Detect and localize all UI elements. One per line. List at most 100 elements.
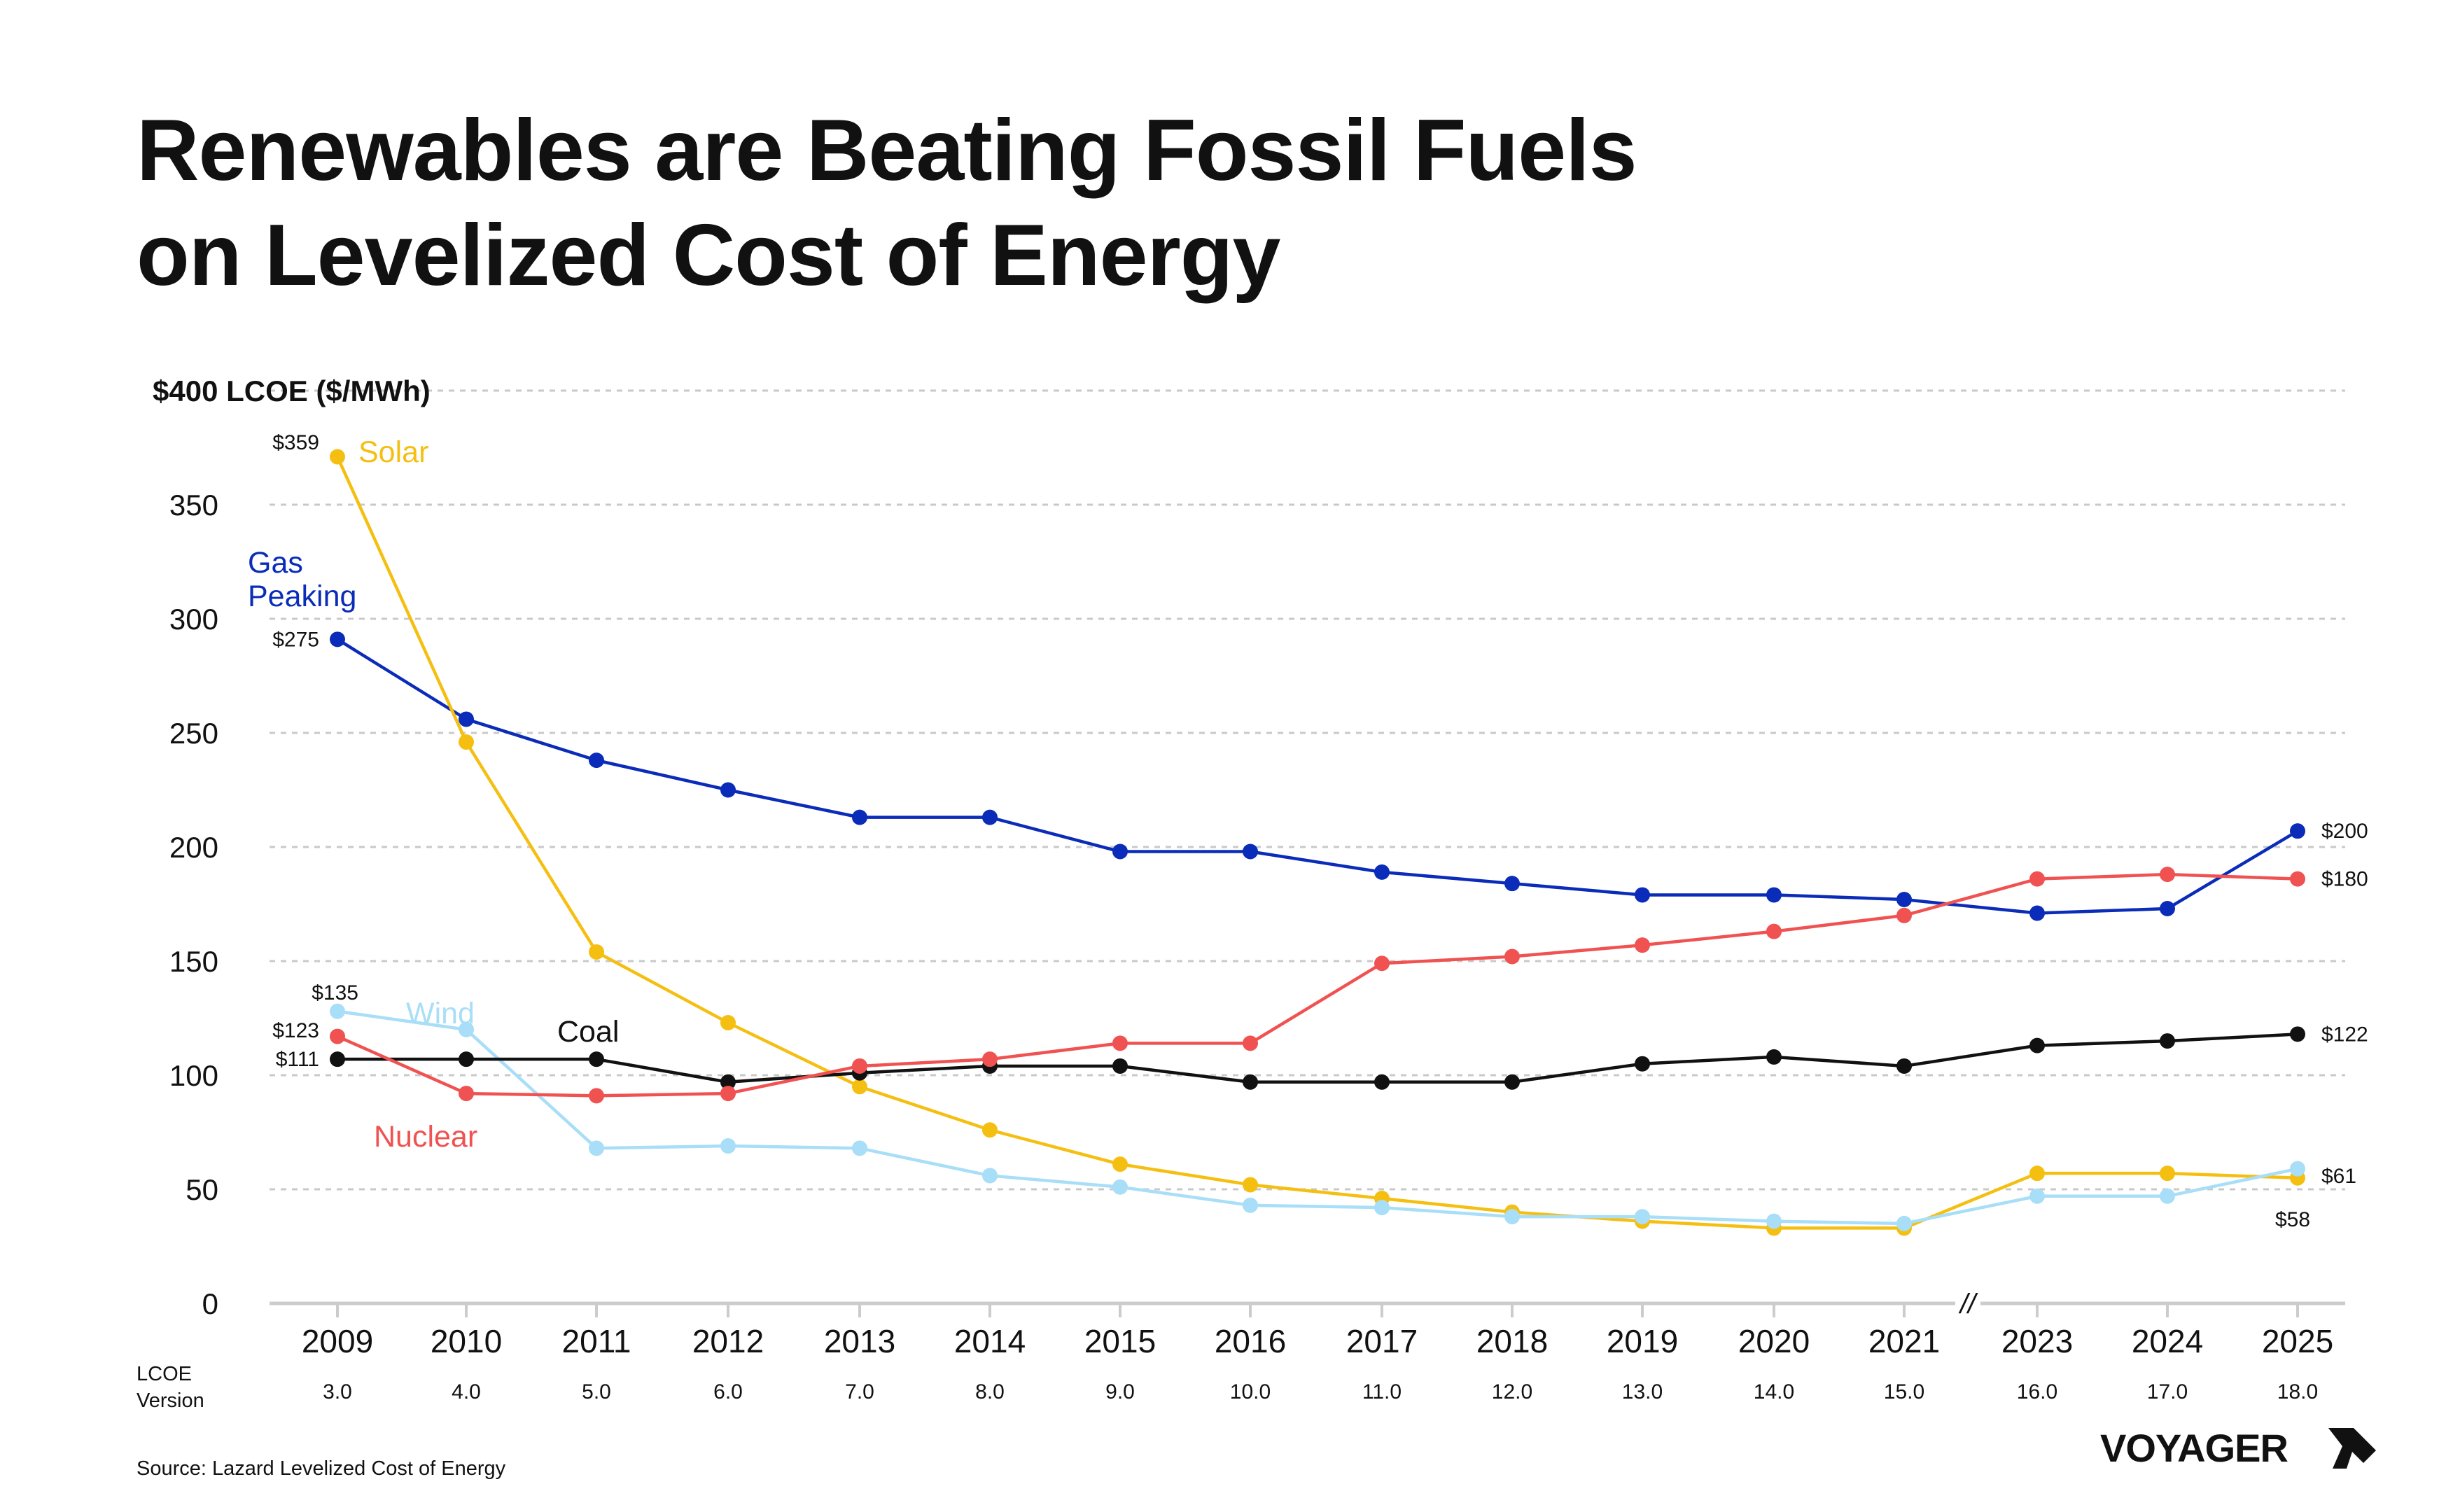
data-point-wind: [1766, 1213, 1782, 1229]
end-value-label-solar: $58: [2275, 1208, 2310, 1231]
data-point-coal: [589, 1051, 604, 1068]
series-line-nuclear: [337, 872, 2298, 1098]
y-tick-label: 100: [169, 1059, 218, 1092]
start-value-label-nuclear: $123: [272, 1019, 319, 1042]
data-point-gas-peaking: [2290, 823, 2305, 839]
data-point-coal: [330, 1051, 345, 1068]
data-point-wind: [720, 1138, 736, 1154]
data-point-nuclear: [982, 1051, 998, 1068]
data-point-wind: [982, 1168, 998, 1184]
version-tick-label: 13.0: [1622, 1380, 1663, 1404]
data-point-nuclear: [1635, 937, 1650, 953]
version-tick-label: 18.0: [2277, 1380, 2318, 1404]
version-tick-label: 17.0: [2147, 1380, 2188, 1404]
version-tick-label: 6.0: [713, 1380, 743, 1404]
data-point-solar: [1112, 1156, 1128, 1172]
data-point-gas-peaking: [852, 809, 867, 825]
x-tick-label: 2019: [1607, 1323, 1678, 1359]
arrow-chevron-icon: [2328, 1428, 2376, 1469]
data-point-coal: [1112, 1058, 1128, 1074]
data-point-wind: [589, 1140, 604, 1156]
data-point-gas-peaking: [459, 711, 474, 727]
x-tick-label: 2018: [1476, 1323, 1548, 1359]
version-tick-label: 7.0: [845, 1380, 874, 1404]
data-point-wind: [1896, 1215, 1912, 1231]
data-point-wind: [2290, 1161, 2305, 1177]
version-tick-label: 11.0: [1362, 1380, 1402, 1404]
brand-name: VOYAGER: [2100, 1426, 2288, 1470]
data-point-solar: [459, 734, 474, 750]
data-point-wind: [2029, 1188, 2045, 1204]
version-tick-label: 3.0: [323, 1380, 352, 1404]
start-value-label-gas: $275: [272, 628, 319, 651]
x-tick-label: 2017: [1346, 1323, 1418, 1359]
data-point-gas-peaking: [982, 809, 998, 825]
data-point-gas-peaking: [1374, 864, 1390, 880]
data-point-wind: [1374, 1200, 1390, 1216]
series-line-solar: [335, 456, 2298, 1230]
series-label-nuclear: Nuclear: [374, 1120, 477, 1154]
end-value-label-gas: $200: [2321, 820, 2368, 843]
data-point-wind: [852, 1140, 867, 1156]
page-title: Renewables are Beating Fossil Fuels on L…: [137, 98, 1637, 308]
x-tick-label: 2020: [1738, 1323, 1810, 1359]
data-point-coal: [1896, 1058, 1912, 1074]
start-value-label-wind: $135: [312, 981, 358, 1004]
data-point-solar: [330, 449, 345, 465]
title-line-2: on Levelized Cost of Energy: [137, 207, 1280, 304]
title-line-1: Renewables are Beating Fossil Fuels: [137, 102, 1637, 199]
series-line-wind: [337, 1009, 2298, 1226]
data-point-solar: [1243, 1177, 1258, 1193]
data-point-gas-peaking: [589, 752, 604, 769]
version-tick-label: 14.0: [1754, 1380, 1794, 1404]
data-point-solar: [2160, 1166, 2175, 1182]
data-point-nuclear: [459, 1086, 474, 1102]
x-tick-label: 2009: [302, 1323, 373, 1359]
y-tick-label: 200: [169, 831, 218, 864]
version-tick-label: 12.0: [1492, 1380, 1532, 1404]
data-point-coal: [1243, 1074, 1258, 1090]
y-axis-label: $400 LCOE ($/MWh): [153, 374, 431, 407]
series-label-solar: Solar: [358, 435, 428, 469]
x-tick-label: 2013: [824, 1323, 895, 1359]
data-point-nuclear: [1374, 955, 1390, 972]
end-value-label-coal: $122: [2321, 1023, 2368, 1046]
version-axis-label-line2: Version: [137, 1390, 204, 1412]
y-tick-label: 0: [202, 1287, 218, 1320]
y-tick-label: 250: [169, 717, 218, 750]
x-tick-label: 2021: [1868, 1323, 1940, 1359]
data-point-nuclear: [2290, 871, 2305, 887]
end-value-label-wind: $61: [2321, 1165, 2356, 1188]
data-point-gas-peaking: [1243, 844, 1258, 860]
x-tick-label: 2024: [2132, 1323, 2203, 1359]
data-point-gas-peaking: [1896, 891, 1912, 907]
data-point-solar: [2029, 1166, 2045, 1182]
y-tick-label: 300: [169, 603, 218, 636]
axis-break-gap: [1955, 1295, 1980, 1312]
data-point-gas-peaking: [1766, 887, 1782, 903]
data-point-gas-peaking: [1635, 887, 1650, 903]
data-point-wind: [1504, 1209, 1520, 1225]
data-point-gas-peaking: [1504, 876, 1520, 892]
x-tick-label: 2015: [1084, 1323, 1156, 1359]
series-label-gas-line1: Gas: [248, 546, 303, 580]
series-label-wind: Wind: [406, 997, 475, 1030]
data-point-gas-peaking: [720, 782, 736, 798]
data-point-nuclear: [589, 1088, 604, 1104]
series-line-coal: [337, 1032, 2298, 1084]
data-point-wind: [1243, 1197, 1258, 1213]
data-point-coal: [2160, 1033, 2175, 1049]
data-point-solar: [852, 1079, 867, 1095]
source-note: Source: Lazard Levelized Cost of Energy: [137, 1457, 506, 1480]
data-point-solar: [720, 1015, 736, 1031]
start-value-label-solar: $359: [272, 431, 319, 454]
x-tick-label: 2012: [692, 1323, 764, 1359]
x-tick-label: 2014: [954, 1323, 1026, 1359]
series-label-gas-line2: Peaking: [248, 580, 356, 613]
version-tick-label: 9.0: [1105, 1380, 1135, 1404]
data-point-nuclear: [720, 1086, 736, 1102]
data-point-coal: [459, 1051, 474, 1068]
data-point-coal: [2029, 1037, 2045, 1054]
data-point-nuclear: [1896, 907, 1912, 923]
